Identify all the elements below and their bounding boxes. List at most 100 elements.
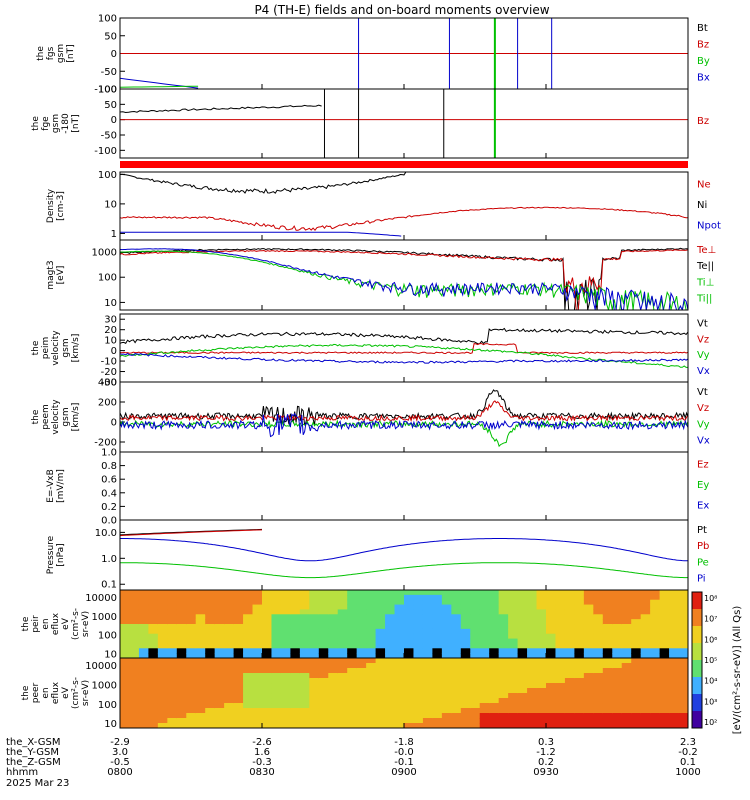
ylabel-line: fge (41, 116, 51, 131)
heatmap-cell (337, 673, 348, 679)
heatmap-cell (167, 703, 178, 709)
heatmap-cell (205, 614, 216, 620)
panel-ylabel: the fgs gsm [nT] (36, 44, 76, 63)
heatmap-cell (214, 590, 225, 596)
heatmap-cell (650, 663, 661, 669)
heatmap-cell (375, 648, 386, 654)
heatmap-cell (546, 693, 557, 699)
heatmap-cell (536, 633, 547, 640)
heatmap-cell (451, 633, 462, 640)
heatmap-cell (157, 599, 168, 606)
panel-frame (119, 171, 689, 241)
heatmap-cell (214, 693, 225, 699)
heatmap-cell (631, 698, 642, 704)
heatmap-cell (479, 693, 490, 699)
heatmap-cell (583, 723, 594, 728)
heatmap-cell (157, 638, 168, 645)
heatmap-cell (555, 693, 566, 699)
heatmap-cell (536, 663, 547, 669)
heatmap-cell (593, 648, 604, 654)
heatmap-cell (157, 594, 168, 601)
heatmap-cell (280, 609, 291, 615)
heatmap-cell (138, 713, 149, 719)
heatmap-cell (328, 653, 339, 658)
heatmap-cell (337, 633, 348, 640)
heatmap-cell (337, 723, 348, 728)
heatmap-cell (574, 599, 585, 606)
heatmap-cell (385, 643, 396, 649)
heatmap-cell (640, 633, 651, 640)
heatmap-cell (564, 683, 575, 689)
heatmap-cell (148, 668, 159, 674)
heatmap-cell (564, 599, 575, 606)
heatmap-cell (669, 594, 680, 601)
date-label: 2025 Mar 23 (6, 778, 69, 789)
heatmap-cell (574, 693, 585, 699)
heatmap-cell (669, 609, 680, 615)
ylabel-line: [nT] (71, 114, 81, 132)
heatmap-cell (309, 590, 320, 596)
heatmap-cell (574, 614, 585, 620)
heatmap-cell (498, 653, 509, 658)
heatmap-cell (555, 614, 566, 620)
heatmap-cell (195, 713, 206, 719)
heatmap-cell (602, 708, 613, 714)
heatmap-cell (640, 678, 651, 684)
heatmap-cell (659, 703, 670, 709)
heatmap-cell (650, 678, 661, 684)
heatmap-cell (583, 628, 594, 635)
heatmap-cell (404, 713, 415, 719)
heatmap-cell (356, 638, 367, 645)
legend-Ex: Ex (697, 501, 709, 512)
heatmap-cell (205, 718, 216, 724)
heatmap-cell (460, 663, 471, 669)
heatmap-cell (574, 624, 585, 630)
heatmap-cell (432, 633, 443, 640)
series-line (120, 389, 688, 426)
heatmap-cell (394, 663, 405, 669)
panel-ylabel: the peir en eflux eV (cm²-s-sr-eV) (21, 608, 91, 640)
legend-Pi: Pi (697, 574, 706, 585)
heatmap-cell (517, 648, 528, 654)
heatmap-cell (413, 723, 424, 728)
legend-Vx: Vx (697, 366, 710, 377)
heatmap-cell (517, 590, 528, 596)
heatmap-cell (138, 628, 149, 635)
heatmap-cell (328, 599, 339, 606)
heatmap-cell (176, 628, 187, 635)
heatmap-cell (271, 590, 282, 596)
heatmap-cell (394, 609, 405, 615)
heatmap-cell (337, 594, 348, 601)
heatmap-cell (318, 643, 329, 649)
heatmap-cell (214, 653, 225, 658)
heatmap-cell (205, 590, 216, 596)
heatmap-cell (195, 614, 206, 620)
heatmap-cell (129, 643, 140, 649)
heatmap-cell (441, 703, 452, 709)
figure-title: P4 (TH-E) fields and on-board moments ov… (254, 3, 549, 17)
heatmap-cell (460, 628, 471, 635)
heatmap-cell (243, 643, 254, 649)
heatmap-cell (678, 683, 688, 689)
heatmap-cell (413, 599, 424, 606)
heatmap-cell (404, 683, 415, 689)
heatmap-cell (404, 594, 415, 601)
heatmap-cell (290, 693, 301, 699)
heatmap-cell (129, 703, 140, 709)
heatmap-cell (669, 633, 680, 640)
heatmap-cell (470, 688, 481, 694)
heatmap-cell (290, 619, 301, 625)
ytick-label: 0 (111, 49, 117, 60)
ytick-label: -30 (101, 378, 117, 389)
heatmap-cell (678, 614, 688, 620)
heatmap-cell (432, 658, 443, 664)
heatmap-cell (205, 653, 216, 658)
heatmap-cell (593, 628, 604, 635)
heatmap-cell (252, 723, 263, 728)
heatmap-cell (678, 708, 688, 714)
heatmap-cell (195, 723, 206, 728)
heatmap-cell (157, 633, 168, 640)
heatmap-cell (138, 658, 149, 664)
heatmap-cell (451, 693, 462, 699)
heatmap-cell (328, 590, 339, 596)
